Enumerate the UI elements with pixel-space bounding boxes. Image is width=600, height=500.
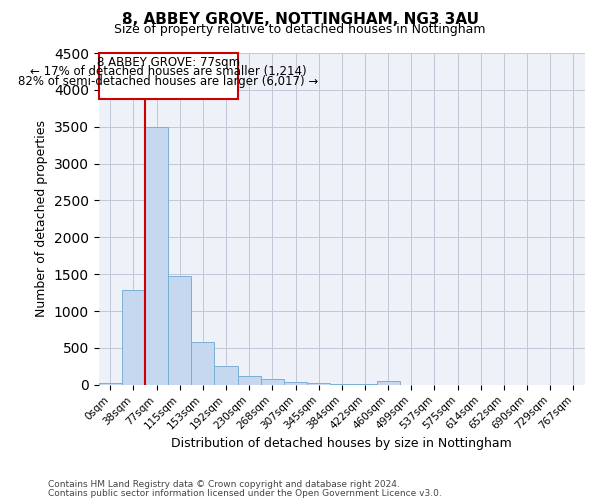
Text: 8 ABBEY GROVE: 77sqm: 8 ABBEY GROVE: 77sqm — [97, 56, 240, 69]
Bar — [238, 376, 261, 385]
Text: ← 17% of detached houses are smaller (1,214): ← 17% of detached houses are smaller (1,… — [30, 65, 307, 78]
Bar — [353, 384, 377, 385]
Text: 82% of semi-detached houses are larger (6,017) →: 82% of semi-detached houses are larger (… — [18, 75, 318, 88]
Bar — [168, 276, 191, 385]
Text: Contains HM Land Registry data © Crown copyright and database right 2024.: Contains HM Land Registry data © Crown c… — [48, 480, 400, 489]
Y-axis label: Number of detached properties: Number of detached properties — [35, 120, 48, 318]
Bar — [98, 382, 122, 385]
Text: Size of property relative to detached houses in Nottingham: Size of property relative to detached ho… — [114, 22, 486, 36]
Bar — [377, 381, 400, 385]
Bar — [214, 366, 238, 385]
Bar — [307, 383, 330, 385]
FancyBboxPatch shape — [98, 53, 238, 100]
Bar — [330, 384, 353, 385]
Text: Contains public sector information licensed under the Open Government Licence v3: Contains public sector information licen… — [48, 488, 442, 498]
Text: 8, ABBEY GROVE, NOTTINGHAM, NG3 3AU: 8, ABBEY GROVE, NOTTINGHAM, NG3 3AU — [121, 12, 479, 28]
Bar — [145, 126, 168, 385]
X-axis label: Distribution of detached houses by size in Nottingham: Distribution of detached houses by size … — [172, 437, 512, 450]
Bar — [261, 379, 284, 385]
Bar — [191, 342, 214, 385]
Bar — [284, 382, 307, 385]
Bar — [122, 290, 145, 385]
